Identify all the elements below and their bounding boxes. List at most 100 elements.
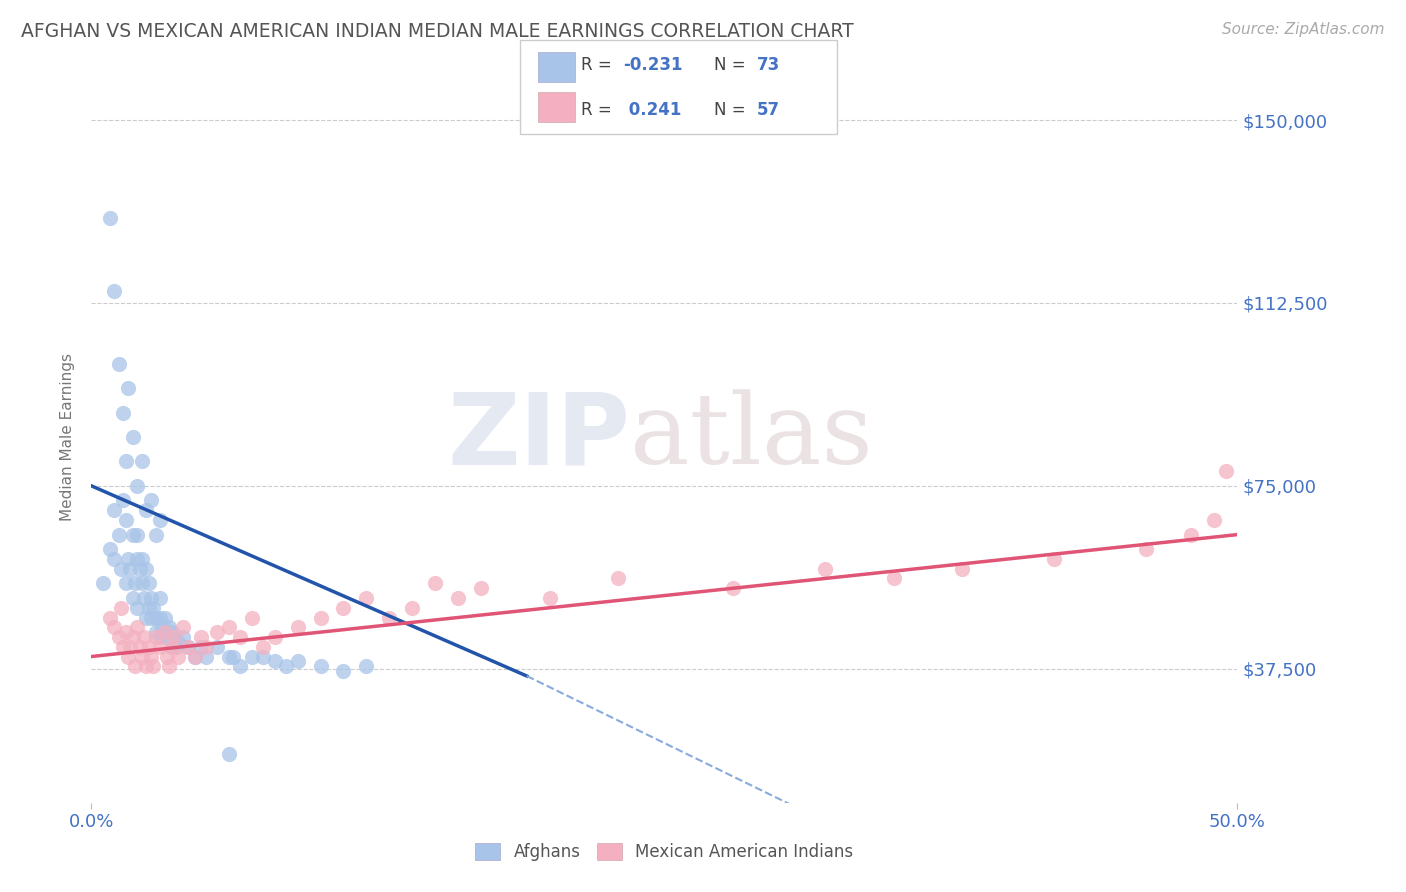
Point xyxy=(276,659,298,673)
Point xyxy=(229,659,252,673)
Y-axis label: Median Male Earnings: Median Male Earnings xyxy=(60,353,76,521)
Text: N =: N = xyxy=(714,56,751,74)
Point xyxy=(124,576,146,591)
Point xyxy=(142,659,165,673)
Point xyxy=(207,640,229,654)
Point xyxy=(194,649,217,664)
Point xyxy=(882,572,904,586)
Point xyxy=(128,562,150,576)
Point xyxy=(149,630,172,644)
Point xyxy=(138,576,160,591)
Point xyxy=(470,581,492,595)
Point xyxy=(110,562,132,576)
Point xyxy=(149,610,172,624)
Point xyxy=(1135,542,1157,557)
Point xyxy=(121,527,143,541)
Point xyxy=(252,640,274,654)
Point xyxy=(814,562,837,576)
Point xyxy=(160,640,183,654)
Point xyxy=(145,527,167,541)
Point xyxy=(103,620,125,634)
Point xyxy=(127,479,149,493)
Point xyxy=(176,640,198,654)
Point xyxy=(121,630,143,644)
Point xyxy=(145,610,167,624)
Point xyxy=(1043,552,1066,566)
Point xyxy=(218,620,240,634)
Text: atlas: atlas xyxy=(630,389,873,485)
Point xyxy=(128,640,150,654)
Point xyxy=(120,562,142,576)
Point xyxy=(131,649,153,664)
Point xyxy=(135,659,157,673)
Text: R =: R = xyxy=(581,101,617,119)
Text: N =: N = xyxy=(714,101,751,119)
Point xyxy=(127,600,149,615)
Point xyxy=(309,659,332,673)
Point xyxy=(190,640,212,654)
Point xyxy=(156,630,179,644)
Text: 0.241: 0.241 xyxy=(623,101,682,119)
Point xyxy=(114,513,136,527)
Point xyxy=(240,610,263,624)
Point xyxy=(149,591,172,605)
Text: R =: R = xyxy=(581,56,617,74)
Point xyxy=(117,649,139,664)
Point xyxy=(356,591,378,605)
Point xyxy=(114,576,136,591)
Point xyxy=(332,600,354,615)
Point xyxy=(378,610,401,624)
Point xyxy=(263,654,285,668)
Point xyxy=(112,493,135,508)
Point xyxy=(218,747,240,761)
Point xyxy=(98,211,121,225)
Point xyxy=(401,600,423,615)
Point xyxy=(607,572,630,586)
Point xyxy=(447,591,470,605)
Point xyxy=(124,659,146,673)
Point xyxy=(1204,513,1226,527)
Point xyxy=(135,610,157,624)
Point xyxy=(149,640,172,654)
Point xyxy=(138,600,160,615)
Point xyxy=(176,640,198,654)
Point xyxy=(131,576,153,591)
Point xyxy=(108,527,131,541)
Point xyxy=(229,630,252,644)
Point xyxy=(152,620,174,634)
Point xyxy=(160,625,183,640)
Point xyxy=(139,591,162,605)
Point xyxy=(132,630,155,644)
Text: Source: ZipAtlas.com: Source: ZipAtlas.com xyxy=(1222,22,1385,37)
Point xyxy=(145,630,167,644)
Point xyxy=(167,635,190,649)
Point xyxy=(91,576,114,591)
Point xyxy=(287,654,309,668)
Point xyxy=(110,600,132,615)
Point xyxy=(183,649,205,664)
Point xyxy=(117,381,139,395)
Point xyxy=(138,640,160,654)
Text: -0.231: -0.231 xyxy=(623,56,682,74)
Text: AFGHAN VS MEXICAN AMERICAN INDIAN MEDIAN MALE EARNINGS CORRELATION CHART: AFGHAN VS MEXICAN AMERICAN INDIAN MEDIAN… xyxy=(21,22,853,41)
Point xyxy=(721,581,744,595)
Point xyxy=(117,552,139,566)
Point xyxy=(252,649,274,664)
Point xyxy=(156,649,179,664)
Point xyxy=(263,630,285,644)
Point xyxy=(121,591,143,605)
Point xyxy=(112,406,135,420)
Point xyxy=(114,625,136,640)
Point xyxy=(163,630,186,644)
Point xyxy=(309,610,332,624)
Point xyxy=(98,542,121,557)
Text: ZIP: ZIP xyxy=(447,389,630,485)
Point xyxy=(218,649,240,664)
Point xyxy=(1180,527,1202,541)
Point xyxy=(165,640,187,654)
Point xyxy=(127,527,149,541)
Point xyxy=(222,649,245,664)
Point xyxy=(160,640,183,654)
Point xyxy=(131,454,153,468)
Point xyxy=(145,625,167,640)
